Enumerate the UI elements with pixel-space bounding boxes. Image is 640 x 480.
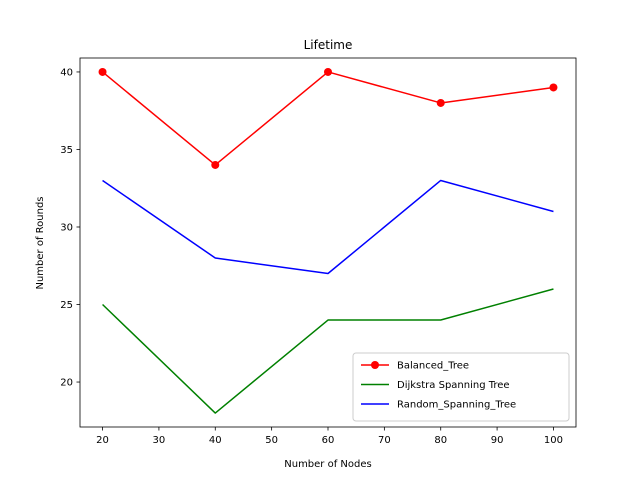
- legend-label-3: Random_Spanning_Tree: [397, 400, 516, 411]
- y-tick-label: 25: [60, 300, 73, 311]
- series-line-2: [102, 288, 554, 414]
- legend-marker-1: [371, 361, 379, 369]
- x-tick-label: 90: [491, 435, 504, 446]
- data-point-1-4: [436, 98, 445, 107]
- y-tick-label: 20: [60, 378, 73, 389]
- data-point-1-1: [98, 67, 107, 76]
- chart-title: Lifetime: [304, 38, 353, 52]
- x-tick-label: 30: [153, 435, 166, 446]
- x-tick-label: 100: [544, 435, 563, 446]
- series-line-3: [102, 179, 554, 275]
- y-tick-label: 30: [60, 222, 73, 233]
- y-axis-title: Number of Rounds: [35, 196, 46, 289]
- legend: Balanced_Tree Dijkstra Spanning Tree Rando…: [352, 352, 570, 422]
- y-tick-label: 35: [60, 145, 73, 156]
- plot-area: 20 30 40 50 60 70 80 90 100 20 25 30 35 40: [60, 57, 577, 446]
- data-point-1-3: [324, 67, 332, 76]
- x-axis-title: Number of Nodes: [284, 459, 371, 470]
- legend-label-1: Balanced_Tree: [397, 361, 469, 372]
- x-tick-label: 50: [265, 435, 278, 446]
- x-tick-label: 20: [96, 435, 109, 446]
- x-tick-label: 80: [434, 435, 447, 446]
- legend-label-2: Dijkstra Spanning Tree: [397, 380, 510, 391]
- legend-frame: [352, 352, 570, 422]
- x-tick-label: 70: [378, 435, 391, 446]
- data-point-1-2: [211, 160, 220, 169]
- x-tick-label: 60: [322, 435, 335, 446]
- x-tick-label: 40: [209, 435, 222, 446]
- y-tick-label: 40: [60, 67, 73, 78]
- data-point-1-5: [549, 83, 558, 92]
